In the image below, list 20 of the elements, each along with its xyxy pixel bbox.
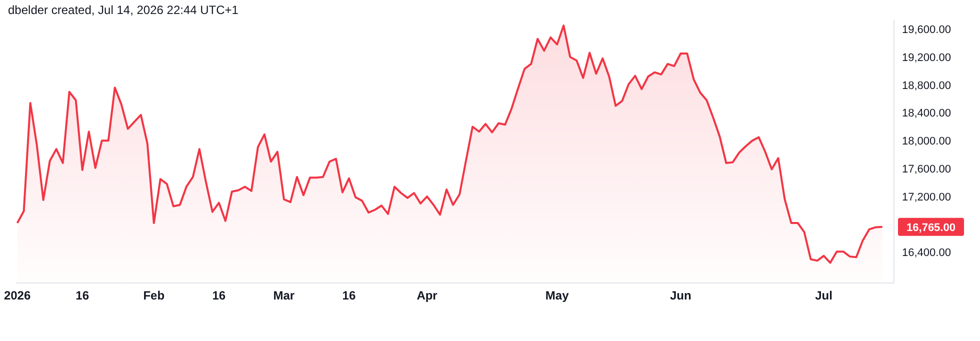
y-tick-label: 19,200.00 <box>902 52 951 64</box>
x-tick-label: Feb <box>143 288 165 303</box>
y-tick-label: 17,200.00 <box>902 191 951 204</box>
x-tick-label: 16 <box>76 288 90 303</box>
x-tick-label: 2026 <box>4 288 31 303</box>
y-tick-label: 17,600.00 <box>902 163 951 176</box>
x-tick-label: 16 <box>212 288 226 303</box>
x-tick-label: Mar <box>273 288 295 303</box>
text: 16,765.00 <box>906 222 956 234</box>
x-tick-label: Jul <box>815 288 832 303</box>
y-tick-label: 18,400.00 <box>902 108 951 120</box>
y-tick-label: 16,400.00 <box>902 247 951 260</box>
x-tick-label: 16 <box>342 288 356 303</box>
y-tick-label: 18,000.00 <box>902 136 951 148</box>
y-tick-label: 19,600.00 <box>902 24 951 36</box>
y-tick-label: 18,800.00 <box>902 80 951 92</box>
x-tick-label: Jun <box>670 288 692 303</box>
text: dbelder created, Jul 14, 2026 22:44 UTC+1 <box>8 3 238 17</box>
x-tick-label: Apr <box>416 288 438 303</box>
x-tick-label: May <box>545 288 570 303</box>
